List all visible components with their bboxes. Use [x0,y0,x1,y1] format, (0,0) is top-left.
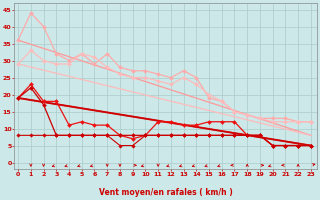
X-axis label: Vent moyen/en rafales ( km/h ): Vent moyen/en rafales ( km/h ) [99,188,233,197]
